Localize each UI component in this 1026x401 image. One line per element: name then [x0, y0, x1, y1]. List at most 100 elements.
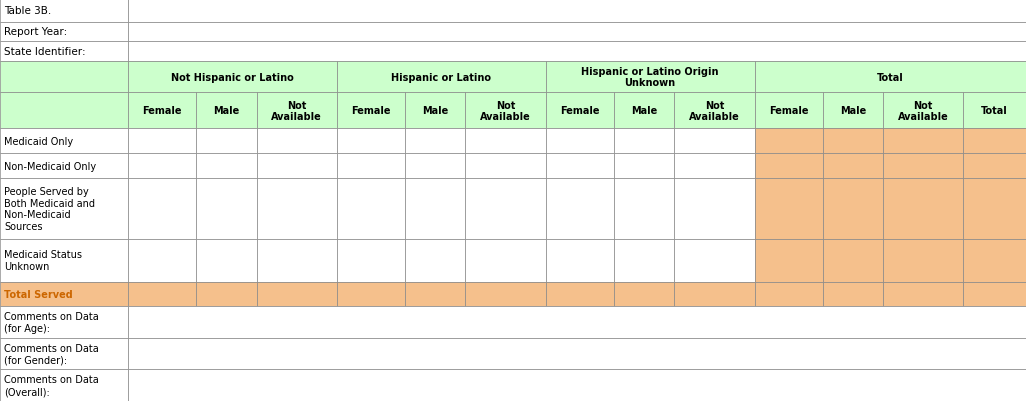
Bar	[466, 93, 546, 129]
Bar	[466, 282, 546, 307]
Text: Non-Medicaid Only: Non-Medicaid Only	[4, 161, 96, 171]
Text: Total: Total	[877, 73, 904, 83]
Bar	[0, 42, 128, 62]
Bar	[823, 154, 883, 178]
Bar	[963, 282, 1026, 307]
Bar	[256, 239, 337, 282]
Bar	[405, 239, 466, 282]
Bar	[0, 22, 128, 42]
Text: Female: Female	[560, 106, 599, 116]
Bar	[546, 93, 614, 129]
Bar	[823, 93, 883, 129]
Text: State Identifier:: State Identifier:	[4, 47, 85, 57]
Bar	[546, 239, 614, 282]
Bar	[405, 93, 466, 129]
Bar	[256, 282, 337, 307]
Bar	[0, 62, 128, 93]
Bar	[128, 370, 1026, 401]
Bar	[337, 154, 405, 178]
Bar	[883, 178, 963, 239]
Text: Hispanic or Latino Origin
Unknown: Hispanic or Latino Origin Unknown	[582, 67, 719, 88]
Bar	[337, 239, 405, 282]
Bar	[128, 178, 196, 239]
Bar	[546, 154, 614, 178]
Text: Not
Available: Not Available	[271, 100, 322, 122]
Bar	[196, 178, 256, 239]
Bar	[823, 239, 883, 282]
Text: Not Hispanic or Latino: Not Hispanic or Latino	[171, 73, 293, 83]
Bar	[883, 239, 963, 282]
Bar	[674, 239, 754, 282]
Bar	[128, 0, 1026, 22]
Bar	[546, 282, 614, 307]
Bar	[128, 239, 196, 282]
Bar	[614, 178, 674, 239]
Bar	[674, 282, 754, 307]
Bar	[337, 178, 405, 239]
Bar	[405, 154, 466, 178]
Text: Male: Male	[839, 106, 866, 116]
Bar	[256, 178, 337, 239]
Bar	[128, 338, 1026, 370]
Text: Male: Male	[422, 106, 448, 116]
Bar	[337, 282, 405, 307]
Bar	[256, 129, 337, 154]
Bar	[614, 93, 674, 129]
Bar	[0, 178, 128, 239]
Text: Comments on Data
(for Gender):: Comments on Data (for Gender):	[4, 343, 98, 365]
Text: Table 3B.: Table 3B.	[4, 6, 51, 16]
Bar	[128, 93, 196, 129]
Bar	[337, 93, 405, 129]
Bar	[754, 239, 823, 282]
Bar	[883, 93, 963, 129]
Bar	[466, 154, 546, 178]
Text: Report Year:: Report Year:	[4, 27, 68, 37]
Bar	[614, 154, 674, 178]
Bar	[405, 178, 466, 239]
Bar	[963, 178, 1026, 239]
Bar	[674, 154, 754, 178]
Bar	[823, 129, 883, 154]
Bar	[883, 154, 963, 178]
Bar	[963, 93, 1026, 129]
Bar	[963, 239, 1026, 282]
Text: Not
Available: Not Available	[898, 100, 949, 122]
Bar	[128, 307, 1026, 338]
Bar	[754, 154, 823, 178]
Text: Not
Available: Not Available	[480, 100, 530, 122]
Bar	[674, 178, 754, 239]
Bar	[614, 239, 674, 282]
Bar	[963, 154, 1026, 178]
Bar	[0, 307, 128, 338]
Bar	[963, 129, 1026, 154]
Bar	[128, 42, 1026, 62]
Text: Male: Male	[631, 106, 658, 116]
Text: Total Served: Total Served	[4, 289, 73, 299]
Bar	[128, 22, 1026, 42]
Text: Comments on Data
(Overall):: Comments on Data (Overall):	[4, 375, 98, 396]
Bar	[405, 129, 466, 154]
Bar	[883, 129, 963, 154]
Text: Medicaid Status
Unknown: Medicaid Status Unknown	[4, 250, 82, 271]
Bar	[196, 93, 256, 129]
Text: Not
Available: Not Available	[689, 100, 740, 122]
Bar	[196, 154, 256, 178]
Bar	[466, 129, 546, 154]
Bar	[0, 370, 128, 401]
Bar	[674, 129, 754, 154]
Text: Comments on Data
(for Age):: Comments on Data (for Age):	[4, 312, 98, 333]
Bar	[754, 129, 823, 154]
Bar	[256, 154, 337, 178]
Bar	[754, 178, 823, 239]
Bar	[466, 239, 546, 282]
Bar	[546, 178, 614, 239]
Text: Male: Male	[213, 106, 239, 116]
Bar	[196, 129, 256, 154]
Bar	[823, 282, 883, 307]
Bar	[0, 154, 128, 178]
Bar	[546, 62, 754, 93]
Bar	[405, 282, 466, 307]
Bar	[337, 129, 405, 154]
Bar	[614, 129, 674, 154]
Bar	[337, 62, 546, 93]
